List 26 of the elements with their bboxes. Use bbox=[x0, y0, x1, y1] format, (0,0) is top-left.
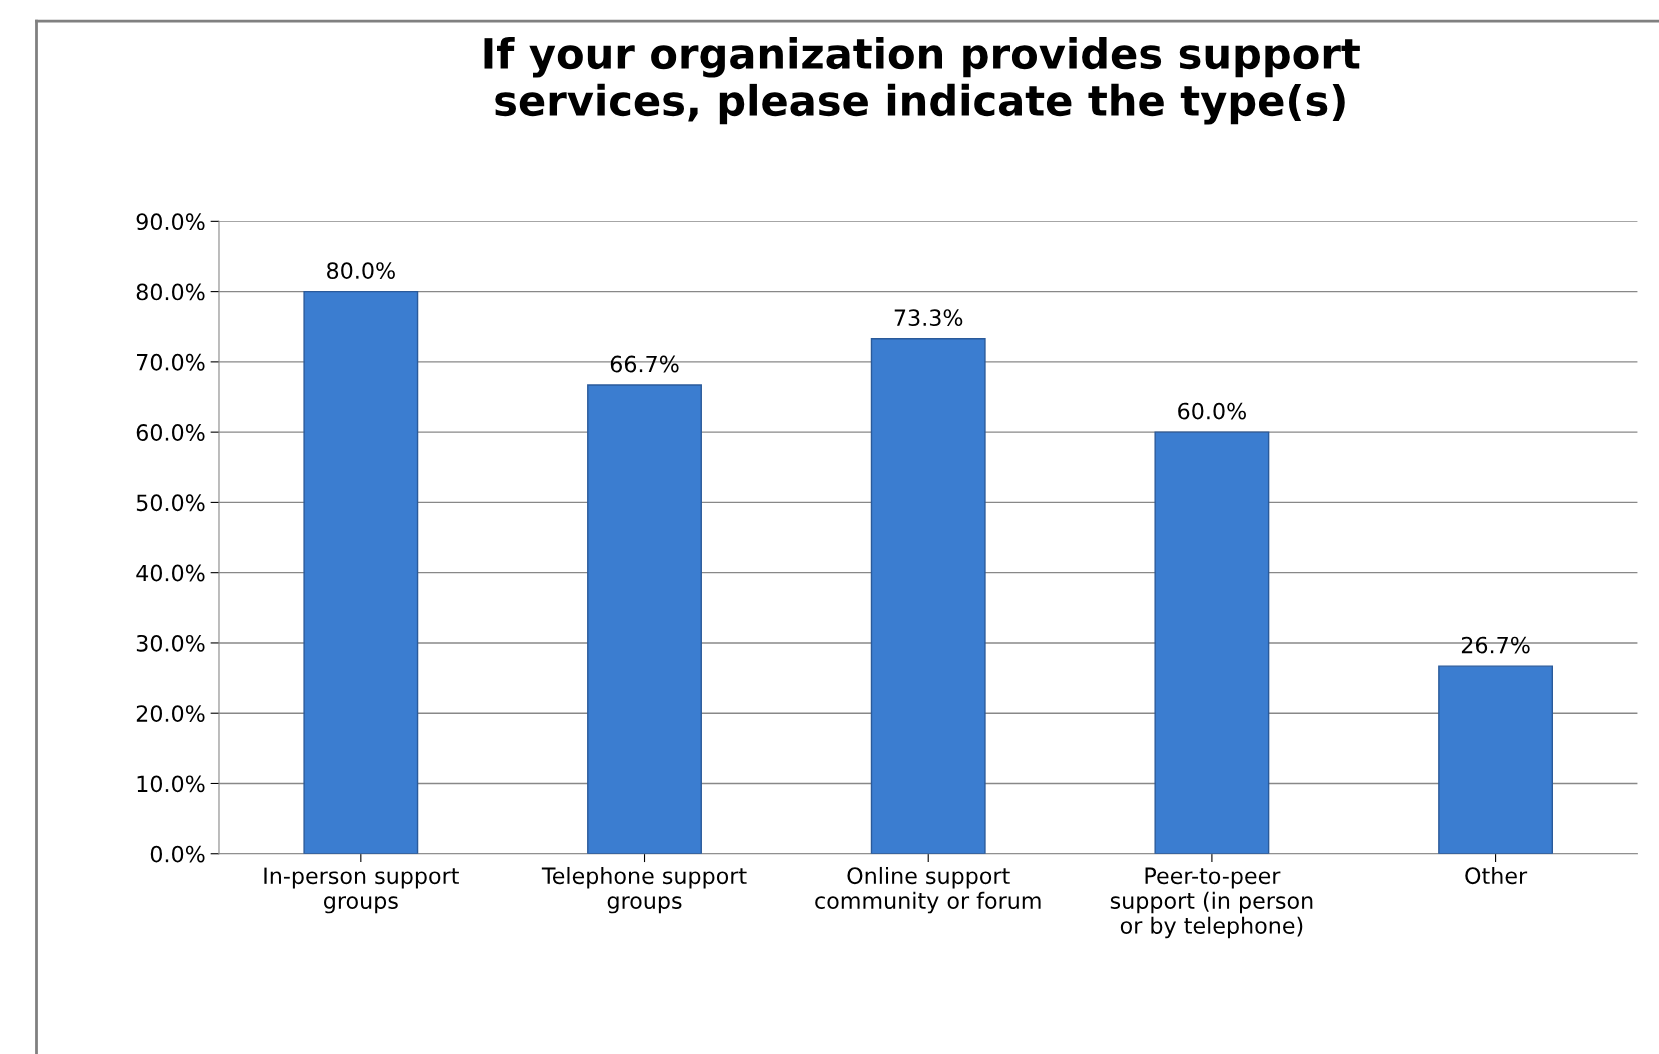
data-label: 66.7% bbox=[610, 355, 679, 373]
bar bbox=[587, 384, 702, 854]
y-tick-label: 20.0% bbox=[136, 705, 205, 722]
bar bbox=[1154, 431, 1270, 854]
x-tick-label: Other bbox=[1465, 866, 1528, 885]
y-tick-label: 80.0% bbox=[136, 283, 205, 301]
x-tick-label: In-person support groups bbox=[264, 867, 459, 914]
y-tick-label: 30.0% bbox=[136, 634, 205, 652]
y-tick-label: 50.0% bbox=[136, 494, 205, 512]
y-tick-label: 90.0% bbox=[136, 213, 205, 231]
x-tick-label: Peer-to-peer support (in person or by telephone) bbox=[1110, 867, 1313, 939]
y-tick-label: 40.0% bbox=[136, 564, 205, 582]
y-tick-label: 10.0% bbox=[137, 775, 205, 793]
data-label: 60.0% bbox=[1178, 402, 1246, 420]
x-tick-label: Telephone support groups bbox=[541, 866, 747, 914]
y-tick-label: 0.0% bbox=[150, 845, 205, 863]
data-label: 73.3% bbox=[894, 309, 963, 327]
data-label: 26.7% bbox=[1461, 636, 1530, 654]
chart-title: If your organization provides support services, please indicate the type(s) bbox=[484, 36, 1360, 125]
y-tick-label: 70.0% bbox=[137, 353, 205, 371]
bar bbox=[870, 337, 986, 854]
data-label: 80.0% bbox=[327, 262, 395, 279]
bar bbox=[1438, 665, 1554, 854]
bar bbox=[303, 290, 419, 854]
x-tick-label: Online support community or forum bbox=[815, 866, 1041, 914]
y-tick-label: 60.0% bbox=[136, 424, 205, 441]
